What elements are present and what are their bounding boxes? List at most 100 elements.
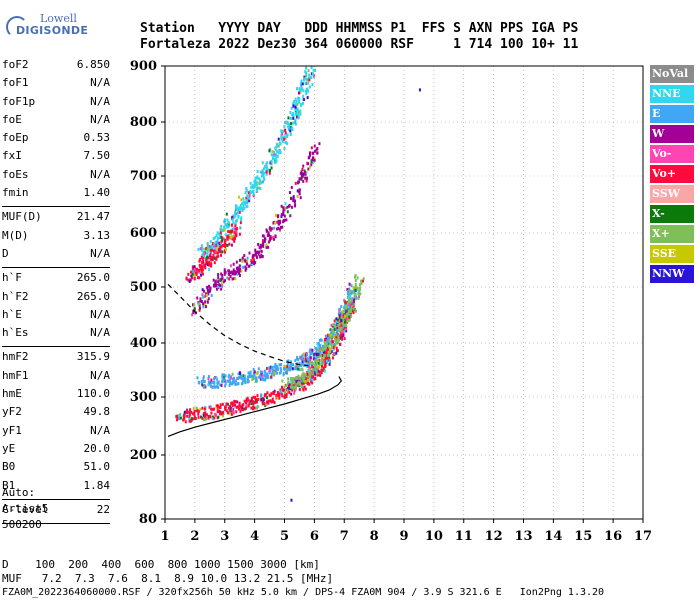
param-value: 1.84 [83, 478, 111, 492]
echo-mark [269, 169, 272, 173]
echo-mark [313, 377, 316, 381]
y-tick-label: 900 [130, 59, 157, 74]
echo-mark [215, 234, 218, 238]
echo-mark [307, 374, 310, 378]
param-name: fmin [2, 186, 29, 200]
echo-mark [282, 213, 285, 217]
echo-mark [300, 170, 303, 174]
echo-mark [247, 404, 250, 408]
param-name: h`F2 [2, 289, 29, 303]
echo-mark [277, 137, 280, 141]
echo-mark [292, 114, 295, 118]
echo-mark [217, 280, 220, 284]
echo-mark [258, 182, 261, 186]
echo-mark [231, 237, 234, 241]
echo-mark [290, 379, 293, 383]
echo-mark [208, 260, 211, 264]
echo-mark [341, 337, 344, 341]
echo-mark [206, 252, 209, 256]
echo-mark [205, 293, 208, 297]
echo-mark [344, 306, 347, 310]
echo-mark [219, 284, 222, 288]
echo-mark [230, 235, 233, 239]
echo-mark [196, 376, 199, 380]
echo-mark [238, 210, 241, 214]
echo-mark [245, 199, 248, 203]
echo-mark [204, 300, 207, 304]
echo-mark [342, 333, 345, 337]
y-tick-label: 300 [130, 390, 157, 405]
echo-mark [312, 362, 315, 366]
echo-mark [308, 365, 311, 369]
echo-mark [307, 369, 310, 373]
echo-mark [249, 181, 252, 185]
echo-mark [308, 85, 311, 89]
echo-mark [259, 374, 262, 378]
echo-mark [279, 151, 282, 155]
echo-mark [332, 346, 335, 350]
echo-mark [252, 194, 255, 198]
echo-mark [262, 176, 265, 180]
echo-mark [327, 338, 330, 342]
echo-mark [213, 416, 216, 420]
echo-mark [221, 281, 224, 285]
echo-mark [198, 259, 201, 263]
echo-mark [248, 402, 251, 406]
echo-mark [298, 190, 301, 194]
echo-mark [279, 390, 282, 394]
echo-mark [198, 306, 201, 310]
echo-mark [344, 300, 347, 304]
echo-mark [274, 362, 277, 366]
echo-mark [285, 218, 288, 222]
echo-mark [179, 416, 182, 420]
echo-mark [248, 196, 251, 200]
echo-mark [229, 232, 232, 236]
echo-mark [320, 362, 323, 366]
echo-mark [287, 377, 290, 381]
echo-mark [346, 317, 349, 321]
echo-mark [330, 335, 333, 339]
echo-mark [187, 272, 190, 276]
echo-mark [338, 338, 341, 342]
echo-mark [307, 69, 310, 73]
echo-mark [284, 206, 287, 210]
echo-mark [294, 122, 297, 126]
echo-mark [234, 399, 237, 403]
echo-mark [228, 277, 231, 281]
echo-mark [293, 383, 296, 387]
echo-mark [240, 207, 243, 211]
echo-mark [330, 343, 333, 347]
echo-mark [245, 267, 248, 271]
echo-mark [245, 401, 248, 405]
echo-mark [297, 114, 300, 118]
echo-mark [242, 204, 245, 208]
echo-mark [286, 135, 289, 139]
echo-mark [241, 403, 244, 407]
echo-mark [223, 272, 226, 276]
echo-mark [226, 276, 229, 280]
echo-point [418, 88, 421, 92]
echo-mark [258, 245, 261, 249]
echo-mark [307, 360, 310, 364]
echo-mark [275, 367, 278, 371]
echo-mark [283, 364, 286, 368]
echo-mark [209, 252, 212, 256]
param-value: 51.0 [83, 460, 111, 474]
echo-mark [296, 381, 299, 385]
echo-mark [188, 413, 191, 417]
echo-mark [243, 202, 246, 206]
echo-mark [328, 339, 331, 343]
echo-mark [299, 112, 302, 116]
echo-mark [241, 258, 244, 262]
echo-mark [272, 399, 275, 403]
echo-mark [226, 235, 229, 239]
echo-mark [291, 388, 294, 392]
echo-mark [265, 164, 268, 168]
echo-mark [277, 226, 280, 230]
echo-mark [199, 299, 202, 303]
echo-mark [223, 373, 226, 377]
echo-mark [306, 96, 309, 100]
echo-mark [302, 387, 305, 391]
param-value: N/A [90, 76, 110, 90]
legend-item-x: X+ [650, 225, 694, 243]
